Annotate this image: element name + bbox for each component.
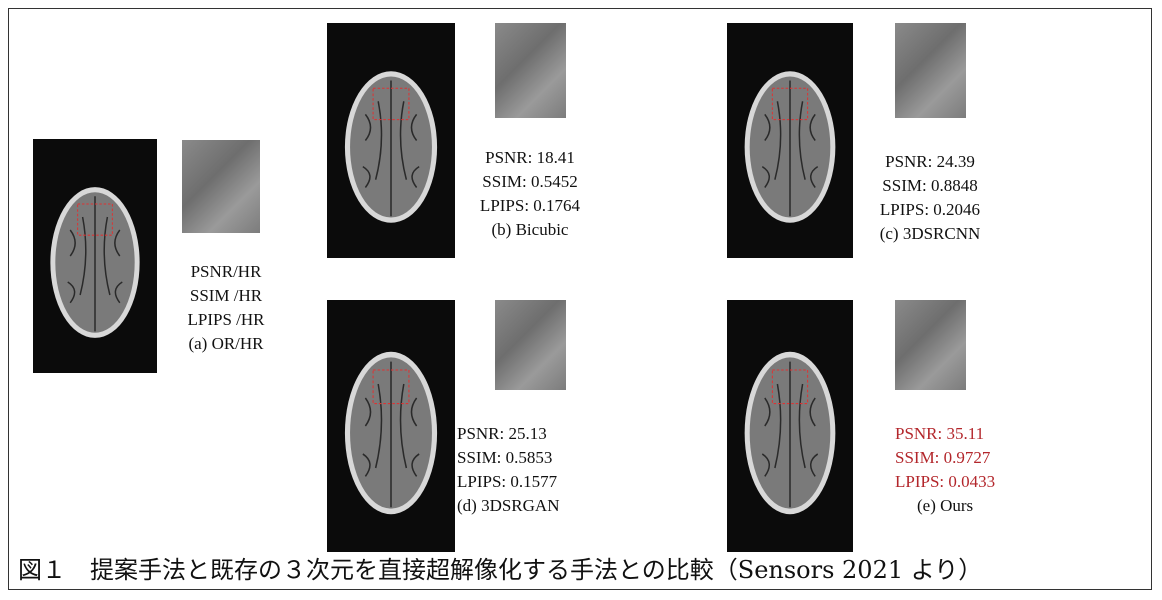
panel-caption: (e) Ours xyxy=(895,494,995,518)
zoom-crop xyxy=(495,23,566,118)
zoom-crop xyxy=(895,23,966,118)
metric-line: SSIM: 0.5452 xyxy=(480,170,580,194)
zoom-crop xyxy=(895,300,966,390)
metric-line: PSNR: 35.11 xyxy=(895,422,995,446)
mri-slice xyxy=(33,139,157,373)
mri-slice xyxy=(327,300,455,552)
metric-line: PSNR/HR xyxy=(188,260,265,284)
metric-line: LPIPS: 0.2046 xyxy=(880,198,981,222)
zoom-crop xyxy=(182,140,260,233)
metric-line: LPIPS: 0.1764 xyxy=(480,194,580,218)
figure: PSNR/HRSSIM /HRLPIPS /HR(a) OR/HR PSNR: 1… xyxy=(0,0,1162,600)
figure-caption: 図１ 提案手法と既存の３次元を直接超解像化する手法との比較（Sensors 20… xyxy=(18,550,982,585)
mri-slice xyxy=(327,23,455,258)
metric-line: PSNR: 24.39 xyxy=(880,150,981,174)
mri-slice xyxy=(727,23,853,258)
metric-line: SSIM: 0.5853 xyxy=(457,446,559,470)
metric-line: LPIPS /HR xyxy=(188,308,265,332)
mri-slice xyxy=(727,300,853,552)
panel-caption: (a) OR/HR xyxy=(188,332,265,356)
panel-caption: (c) 3DSRCNN xyxy=(880,222,981,246)
panel-caption: (b) Bicubic xyxy=(480,218,580,242)
metric-line: SSIM /HR xyxy=(188,284,265,308)
metric-line: LPIPS: 0.1577 xyxy=(457,470,559,494)
panel-caption: (d) 3DSRGAN xyxy=(457,494,559,518)
metric-line: PSNR: 25.13 xyxy=(457,422,559,446)
metric-line: LPIPS: 0.0433 xyxy=(895,470,995,494)
zoom-crop xyxy=(495,300,566,390)
metric-line: SSIM: 0.8848 xyxy=(880,174,981,198)
metric-line: PSNR: 18.41 xyxy=(480,146,580,170)
metric-line: SSIM: 0.9727 xyxy=(895,446,995,470)
